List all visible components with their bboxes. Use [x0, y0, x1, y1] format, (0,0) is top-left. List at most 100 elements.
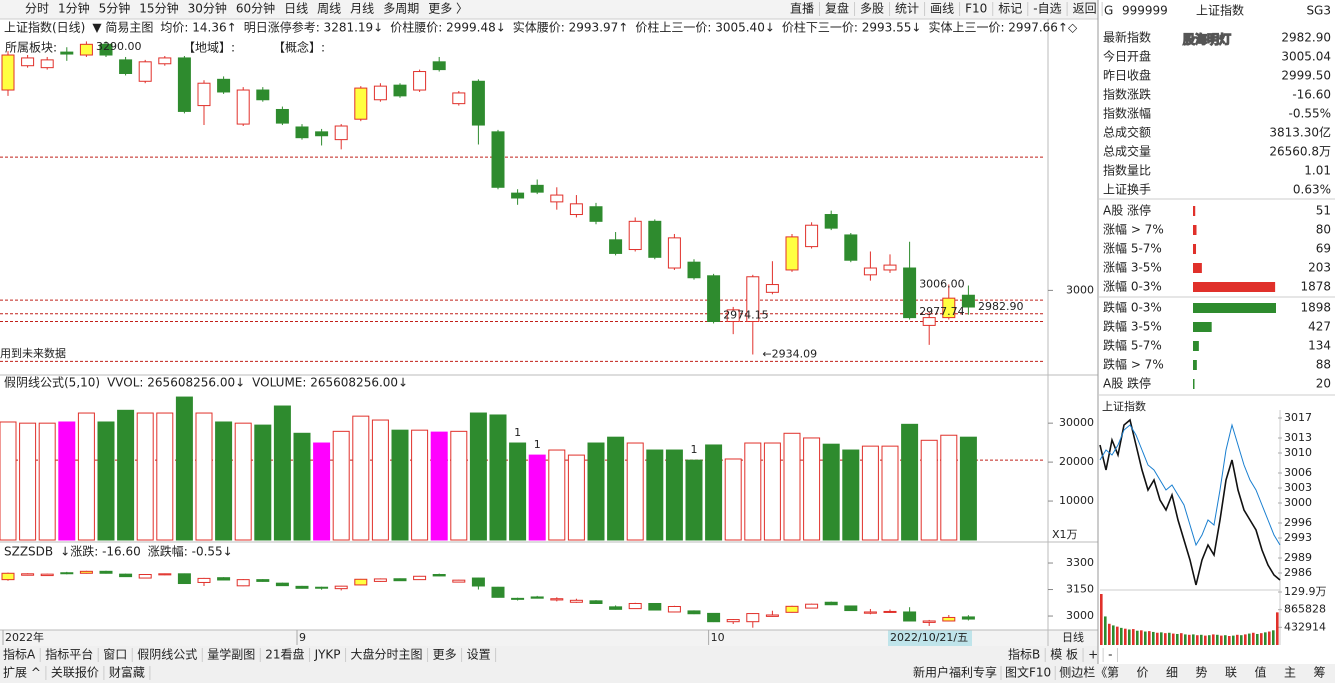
indicator-button[interactable]: -: [1108, 648, 1112, 662]
volume-bar: [156, 412, 174, 541]
candle-body: [275, 108, 289, 124]
mini-volume-bar: [1144, 631, 1147, 645]
panel-header: SZZSDB: [4, 545, 53, 559]
toolbar-button[interactable]: -自选: [1033, 2, 1061, 16]
indicator-tab[interactable]: 大盘分时主图: [351, 647, 423, 662]
y-tick-label: 3010: [1284, 446, 1312, 459]
annotation: 1: [534, 438, 541, 451]
quote-mark: G: [1104, 4, 1113, 18]
candle-body: [903, 267, 917, 319]
toolbar-button[interactable]: 复盘: [825, 1, 849, 16]
indicator-tab[interactable]: 假阴线公式: [137, 648, 197, 662]
candle-body: [217, 78, 231, 93]
candle-body: [569, 203, 583, 216]
footer-tab[interactable]: 势: [1195, 666, 1207, 680]
toolbar-button[interactable]: F10: [965, 2, 987, 16]
footer-item[interactable]: 扩展 ^: [3, 666, 41, 680]
toolbar-button[interactable]: 标记: [998, 2, 1022, 16]
footer-tab[interactable]: 值: [1254, 665, 1266, 680]
indicator-tab[interactable]: 指标平台: [45, 647, 93, 662]
watermark: 股海明灯: [1183, 32, 1231, 47]
mini-volume-bar: [1276, 612, 1279, 645]
mini-volume-bar: [1136, 630, 1139, 645]
period-tab[interactable]: 30分钟: [188, 1, 227, 16]
mini-volume-bar: [1172, 633, 1175, 645]
indicator-tab[interactable]: 设置: [467, 648, 491, 662]
mini-volume-bar: [1132, 629, 1135, 645]
indicator-button[interactable]: 指标B: [1008, 647, 1040, 662]
indicator-tab[interactable]: 指标A: [3, 647, 36, 662]
footer-tab[interactable]: 联: [1225, 666, 1237, 680]
period-tab[interactable]: 日线: [284, 2, 308, 16]
footer-item[interactable]: 侧边栏《: [1059, 665, 1107, 680]
footer-item[interactable]: 关联报价: [51, 665, 99, 680]
annotation: 2977.74: [919, 305, 965, 318]
volume-bar: [920, 439, 938, 541]
period-tab[interactable]: 15分钟: [139, 1, 178, 16]
toolbar-button[interactable]: 返回: [1073, 2, 1097, 16]
footer-item[interactable]: 图文F10: [1005, 665, 1051, 680]
indicator-tab[interactable]: 21看盘: [265, 647, 304, 662]
indicator-tab[interactable]: 量学副图: [207, 647, 255, 662]
candle-body: [236, 89, 250, 125]
toolbar-button[interactable]: 统计: [895, 2, 919, 16]
footer-tab[interactable]: 第: [1107, 666, 1119, 680]
y-tick-label: 3013: [1284, 431, 1312, 444]
breadth-value: 427: [1308, 320, 1331, 334]
indicator-button[interactable]: +: [1088, 648, 1098, 662]
candle-body: [550, 194, 564, 203]
volume-bar: [19, 422, 37, 541]
candle-body: [315, 131, 329, 137]
breadth-bar: [1193, 379, 1195, 389]
period-tab[interactable]: 5分钟: [99, 1, 131, 16]
panel-header: 价柱上三一价: 3005.40↓: [635, 20, 775, 35]
candle-body: [726, 619, 740, 623]
footer-item[interactable]: 财富藏: [109, 665, 145, 680]
breadth-value: 20: [1316, 377, 1331, 391]
toolbar-button[interactable]: 直播: [790, 2, 814, 16]
footer-tab[interactable]: 价: [1136, 666, 1148, 680]
quote-label: 上证换手: [1103, 183, 1151, 197]
indicator-tab[interactable]: 更多: [433, 648, 457, 662]
toolbar-button[interactable]: 多股: [860, 2, 884, 16]
candle-body: [667, 605, 681, 613]
mini-volume-bar: [1220, 635, 1223, 645]
volume-bar: [450, 430, 468, 541]
candle-body: [903, 611, 917, 622]
cursor-date: 2022/10/21/五: [890, 631, 968, 644]
mini-volume-bar: [1116, 626, 1119, 645]
period-tab[interactable]: 更多 〉: [428, 2, 468, 16]
y-tick-label: 3300: [1066, 556, 1094, 569]
period-tab[interactable]: 60分钟: [236, 1, 275, 16]
y-tick-label: 3000: [1284, 496, 1312, 509]
candle-body: [1, 572, 15, 581]
footer-tab[interactable]: 主: [1284, 666, 1296, 680]
indicator-tab[interactable]: JYKP: [314, 648, 341, 662]
mini-volume-bar: [1196, 635, 1199, 645]
candle-body: [471, 577, 485, 587]
candle-body: [824, 601, 838, 606]
period-tab[interactable]: 周线: [317, 2, 341, 16]
period-tab[interactable]: 1分钟: [58, 1, 90, 16]
candle-body: [844, 234, 858, 261]
period-tab[interactable]: 多周期: [383, 2, 419, 16]
volume-bar: [77, 412, 95, 541]
footer-item[interactable]: 新用户福利专享: [913, 665, 997, 680]
volume-bar: [567, 454, 585, 541]
footer-tab[interactable]: 筹: [1313, 666, 1325, 680]
candle-body: [922, 317, 936, 326]
period-tab[interactable]: 月线: [350, 2, 374, 16]
breadth-bar: [1193, 225, 1197, 235]
candle-body: [393, 84, 407, 97]
indicator-tab[interactable]: 窗口: [103, 648, 127, 662]
period-tab[interactable]: 分时: [25, 2, 49, 16]
mini-volume-bar: [1240, 635, 1243, 645]
breadth-bar: [1193, 263, 1202, 273]
date-label: 9: [299, 631, 306, 644]
candle-body: [942, 616, 956, 622]
indicator-button[interactable]: 模 板: [1050, 648, 1078, 662]
volume-bar: [38, 422, 56, 541]
footer-tab[interactable]: 细: [1166, 666, 1178, 680]
candle-body: [785, 605, 799, 613]
toolbar-button[interactable]: 画线: [930, 2, 954, 16]
